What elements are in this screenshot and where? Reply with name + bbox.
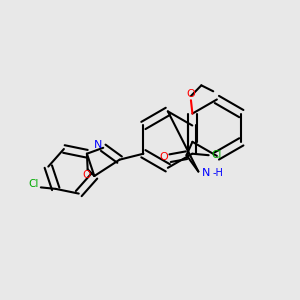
Text: Cl: Cl — [211, 150, 221, 160]
Text: -H: -H — [212, 168, 223, 178]
Text: Cl: Cl — [28, 179, 39, 189]
Text: O: O — [82, 170, 90, 180]
Text: O: O — [187, 89, 195, 99]
Text: N: N — [94, 140, 102, 150]
Text: O: O — [159, 152, 168, 162]
Text: N: N — [202, 168, 210, 178]
